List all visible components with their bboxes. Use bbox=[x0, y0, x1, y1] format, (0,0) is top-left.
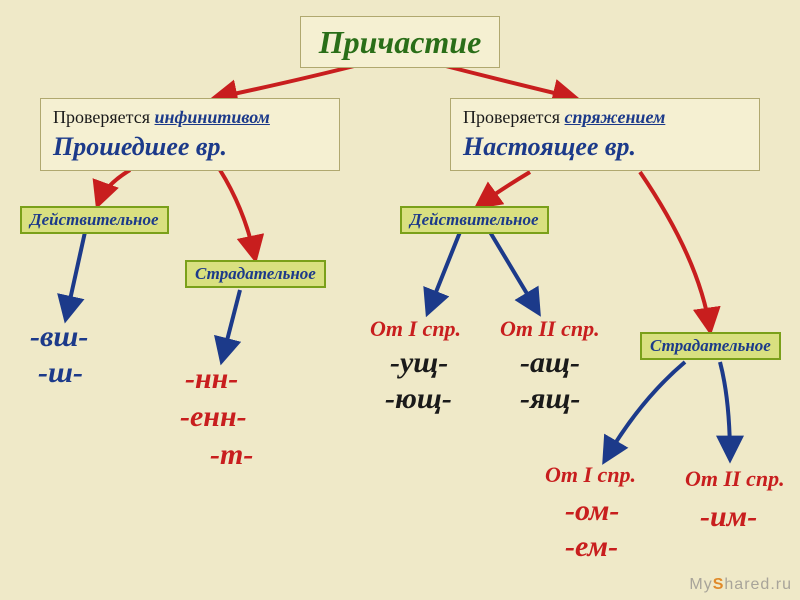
past-tense-box: Проверяется инфинитивом Прошедшее вр. bbox=[40, 98, 340, 171]
watermark: MyShared.ru bbox=[689, 576, 792, 594]
past-line1b: инфинитивом bbox=[155, 107, 270, 127]
present-tense-box: Проверяется спряжением Настоящее вр. bbox=[450, 98, 760, 171]
suffix-past-passive-0: -нн- bbox=[185, 362, 238, 397]
past-line2: Прошедшее вр. bbox=[53, 131, 327, 162]
conj-label-1-active: От I спр. bbox=[370, 316, 461, 341]
background bbox=[0, 0, 800, 600]
wm-c: hared.ru bbox=[724, 576, 792, 593]
present-line2: Настоящее вр. bbox=[463, 131, 747, 162]
suffix-present-active-2-1: -ящ- bbox=[520, 382, 580, 417]
present-line1a: Проверяется bbox=[463, 107, 565, 127]
past-line1a: Проверяется bbox=[53, 107, 155, 127]
badge-present-passive: Страдательное bbox=[640, 332, 781, 360]
title-text: Причастие bbox=[319, 24, 482, 60]
badge-past-passive: Страдательное bbox=[185, 260, 326, 288]
suffix-past-active-0: -вш- bbox=[30, 320, 88, 355]
suffix-present-active-2-0: -ащ- bbox=[520, 346, 580, 381]
wm-a: My bbox=[689, 576, 712, 593]
suffix-present-passive-1-0: -ом- bbox=[565, 494, 619, 529]
present-line1: Проверяется спряжением bbox=[463, 107, 747, 129]
suffix-past-passive-2: -т- bbox=[210, 438, 253, 473]
suffix-past-passive-1: -енн- bbox=[180, 400, 247, 435]
suffix-present-passive-2-0: -им- bbox=[700, 500, 757, 535]
present-line1b: спряжением bbox=[565, 107, 666, 127]
suffix-present-active-1-0: -ущ- bbox=[390, 346, 448, 381]
title-box: Причастие bbox=[300, 16, 500, 68]
past-line1: Проверяется инфинитивом bbox=[53, 107, 327, 129]
suffix-present-active-1-1: -ющ- bbox=[385, 382, 452, 417]
conj-label-1-passive: От I спр. bbox=[545, 462, 636, 487]
conj-label-2-passive: От II спр. bbox=[685, 466, 785, 491]
badge-present-active: Действительное bbox=[400, 206, 549, 234]
suffix-present-passive-1-1: -ем- bbox=[565, 530, 618, 565]
suffix-past-active-1: -ш- bbox=[38, 356, 83, 391]
badge-past-active: Действительное bbox=[20, 206, 169, 234]
conj-label-2-active: От II спр. bbox=[500, 316, 600, 341]
wm-b: S bbox=[713, 576, 725, 593]
